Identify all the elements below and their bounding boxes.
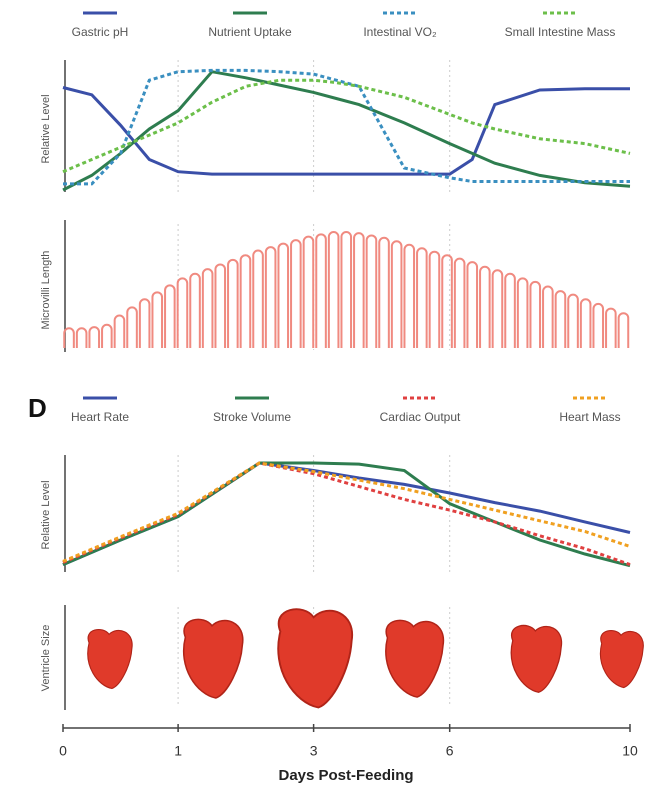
microvilli-bar — [455, 259, 465, 348]
microvilli-bar — [341, 232, 351, 348]
microvilli-bar — [266, 247, 276, 348]
microvilli-bar — [442, 255, 452, 348]
microvilli-bar — [354, 233, 364, 348]
panel-label: D — [28, 393, 47, 423]
microvilli-bar — [581, 299, 591, 348]
series-line — [63, 70, 630, 183]
x-axis-title: Days Post-Feeding — [278, 767, 413, 784]
microvilli-bar — [165, 285, 175, 348]
microvilli-bar — [127, 307, 137, 348]
microvilli-bar — [568, 295, 578, 348]
legend-label: Small Intestine Mass — [505, 25, 616, 39]
microvilli-bar — [304, 237, 314, 348]
microvilli-bar — [140, 299, 150, 348]
heart — [600, 631, 643, 688]
x-tick-label: 3 — [310, 743, 318, 759]
legend-label: Heart Rate — [71, 410, 129, 424]
heart — [386, 620, 444, 697]
microvilli-bar — [178, 278, 188, 348]
microvilli-bar — [493, 270, 503, 348]
microvilli-bar — [329, 232, 339, 348]
microvilli-bar — [530, 282, 540, 348]
microvilli-bar — [89, 327, 99, 348]
microvilli-bar — [593, 304, 603, 348]
microvilli-bar — [253, 251, 263, 348]
microvilli-bar — [278, 244, 288, 348]
microvilli-bar — [518, 278, 528, 348]
y-axis-title: Relative Level — [40, 480, 52, 549]
microvilli-bar — [102, 325, 112, 348]
legend-label: Cardiac Output — [380, 410, 461, 424]
microvilli-bar — [203, 269, 213, 348]
y-axis-title: Ventricle Size — [40, 625, 52, 692]
heart — [88, 630, 132, 689]
heart — [511, 625, 561, 692]
microvilli-bar — [392, 241, 402, 348]
microvilli-bar — [379, 238, 389, 348]
microvilli-bar — [417, 248, 427, 348]
microvilli-bar — [241, 255, 251, 348]
microvilli-bar — [115, 316, 125, 348]
legend-label: Gastric pH — [72, 25, 129, 39]
microvilli-bar — [556, 291, 566, 348]
legend-label: Intestinal VO₂ — [363, 25, 437, 39]
microvilli-bar — [505, 274, 515, 348]
microvilli-bar — [404, 245, 414, 348]
microvilli-bar — [367, 235, 377, 348]
microvilli-bar — [543, 287, 553, 348]
legend-label: Heart Mass — [559, 410, 620, 424]
microvilli-bar — [291, 240, 301, 348]
microvilli-bar — [77, 328, 87, 348]
y-axis-title: Microvilli Length — [40, 251, 52, 330]
legend-label: Stroke Volume — [213, 410, 291, 424]
heart — [184, 619, 243, 698]
figure: D Days Post-Feeding 0 1 3 6 10 Relative Level… — [0, 0, 656, 791]
microvilli-bar — [152, 292, 162, 348]
x-tick-label: 0 — [59, 743, 67, 759]
microvilli-bar — [228, 260, 238, 348]
microvilli-bar — [480, 267, 490, 348]
microvilli-bar — [190, 274, 200, 348]
microvilli-bar — [316, 234, 326, 348]
legend-label: Nutrient Uptake — [208, 25, 292, 39]
y-axis-title: Relative Level — [40, 94, 52, 163]
heart — [278, 609, 352, 707]
x-tick-label: 1 — [174, 743, 182, 759]
microvilli-bar — [619, 313, 629, 348]
microvilli-bar — [215, 264, 225, 348]
microvilli-bar — [606, 309, 616, 348]
x-tick-label: 6 — [446, 743, 454, 759]
microvilli-bar — [430, 252, 440, 348]
x-tick-label: 10 — [622, 743, 638, 759]
microvilli-bar — [467, 262, 477, 348]
